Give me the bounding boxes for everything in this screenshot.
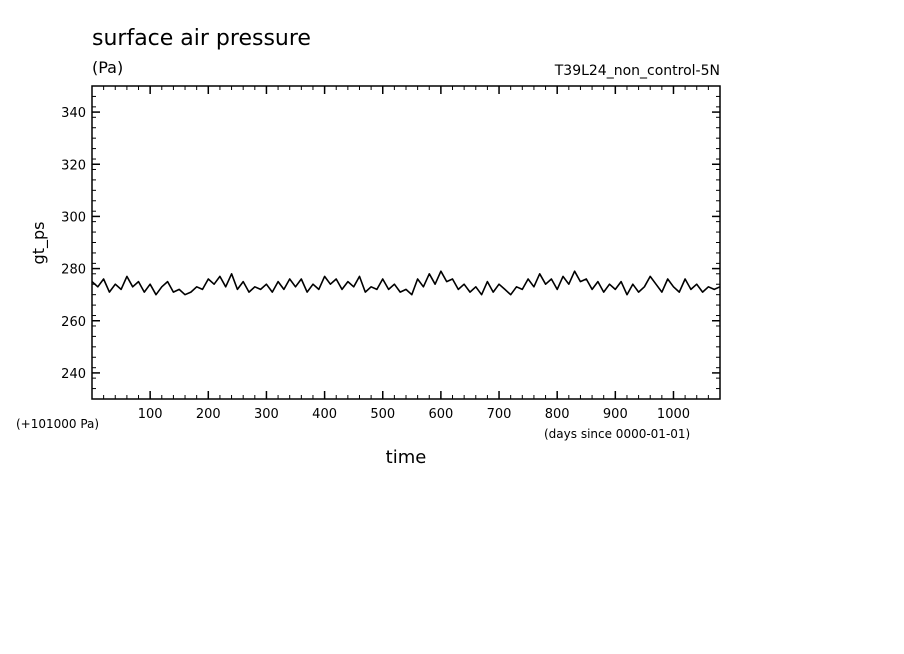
x-tick-label: 1000 bbox=[657, 407, 690, 422]
y-tick-labels: 240 260 280 300 320 340 bbox=[61, 106, 86, 382]
x-tick-label: 700 bbox=[487, 407, 512, 422]
y-tick-label: 320 bbox=[61, 158, 86, 173]
x-tick-label: 200 bbox=[196, 407, 221, 422]
y-major-ticks bbox=[92, 111, 720, 374]
series-line-gt-ps bbox=[91, 270, 721, 296]
x-tick-label: 500 bbox=[370, 407, 395, 422]
x-axis-title: time bbox=[386, 447, 427, 468]
x-tick-label: 600 bbox=[428, 407, 453, 422]
x-tick-labels: 100 200 300 400 500 600 700 800 900 1000 bbox=[138, 407, 690, 422]
y-axis-title: gt_ps bbox=[29, 222, 49, 265]
x-tick-label: 400 bbox=[312, 407, 337, 422]
plot-area bbox=[91, 85, 721, 400]
x-tick-label: 900 bbox=[603, 407, 628, 422]
x-units-label: (days since 0000-01-01) bbox=[544, 427, 690, 441]
y-tick-label: 340 bbox=[61, 106, 86, 121]
x-tick-label: 800 bbox=[545, 407, 570, 422]
x-tick-label: 100 bbox=[138, 407, 163, 422]
y-tick-label: 300 bbox=[61, 210, 86, 225]
y-tick-label: 240 bbox=[61, 367, 86, 382]
y-offset-label: (+101000 Pa) bbox=[16, 417, 99, 431]
y-tick-label: 260 bbox=[61, 315, 86, 330]
x-major-ticks bbox=[149, 86, 675, 399]
x-tick-label: 300 bbox=[254, 407, 279, 422]
plot-frame bbox=[91, 85, 721, 400]
y-tick-label: 280 bbox=[61, 263, 86, 278]
x-minor-ticks bbox=[103, 86, 709, 399]
chart-title: surface air pressure bbox=[92, 26, 311, 51]
unit-label: (Pa) bbox=[92, 58, 123, 77]
y-minor-ticks bbox=[92, 85, 720, 400]
run-label: T39L24_non_control-5N bbox=[554, 63, 720, 79]
